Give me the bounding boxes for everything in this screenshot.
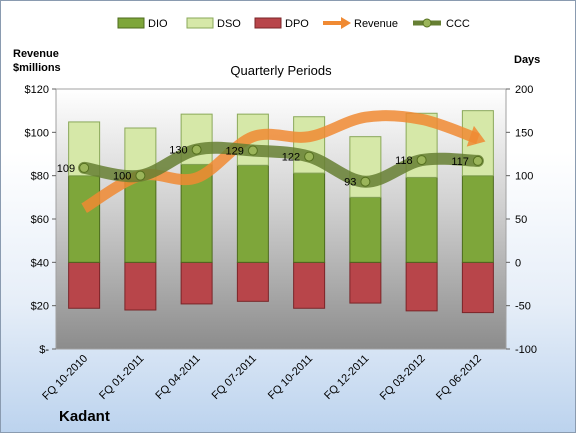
bar-dpo xyxy=(349,261,382,304)
legend-label-ccc: CCC xyxy=(446,18,470,30)
ccc-data-label: 100 xyxy=(113,171,131,183)
bar-dpo xyxy=(180,261,213,305)
ccc-layer xyxy=(78,141,484,188)
bar-dio xyxy=(124,179,157,263)
ccc-point xyxy=(416,155,427,166)
x-tick-label: FQ 04-2011 xyxy=(153,353,202,402)
legend-swatch-dio xyxy=(117,17,145,29)
company-name: Kadant xyxy=(59,408,110,425)
ccc-point xyxy=(472,155,483,166)
ccc-data-label: 93 xyxy=(344,177,356,189)
right-tick-label: 0 xyxy=(515,257,521,269)
revenue-arrowhead xyxy=(466,125,486,147)
left-tick-label: $80 xyxy=(31,171,49,183)
legend: DIO DSO DPO Revenue CCC xyxy=(117,17,470,30)
x-tick-label: FQ 10-2011 xyxy=(266,353,315,402)
legend-label-dso: DSO xyxy=(217,18,241,30)
legend-swatch-dpo xyxy=(254,17,282,29)
bar-dio xyxy=(349,196,382,263)
ccc-data-label: 122 xyxy=(282,152,300,164)
ccc-data-label: 117 xyxy=(451,156,469,168)
right-tick-label: 200 xyxy=(515,84,533,96)
bar-dpo xyxy=(293,261,326,309)
x-tick-label: FQ 06-2012 xyxy=(434,353,484,403)
bars-layer xyxy=(68,110,494,314)
legend-label-dio: DIO xyxy=(148,18,168,30)
ccc-labels-layer: 109 100 130 129 122 93 118 117 xyxy=(57,145,469,189)
ccc-point xyxy=(247,145,258,156)
ccc-point xyxy=(360,176,371,187)
right-tick-label: -50 xyxy=(515,301,531,313)
bar-dio xyxy=(236,164,269,263)
ccc-point xyxy=(135,170,146,181)
left-tick-label: $20 xyxy=(31,301,49,313)
left-axis-title-line2: $millions xyxy=(13,62,61,74)
ccc-point xyxy=(79,162,90,173)
ccc-point xyxy=(304,151,315,162)
ccc-line xyxy=(78,141,484,188)
ccc-data-label: 129 xyxy=(226,146,244,158)
x-tick-label: FQ 03-2012 xyxy=(378,353,428,403)
bar-dpo xyxy=(68,261,101,309)
left-tick-label: $- xyxy=(39,344,49,356)
left-axis-ticks: $120 $100 $80 $60 $40 $20 $- xyxy=(25,84,56,356)
x-tick-label: FQ 01-2011 xyxy=(97,353,146,402)
left-tick-label: $60 xyxy=(31,214,49,226)
chart-title: Quarterly Periods xyxy=(230,63,332,78)
bar-dio xyxy=(293,172,326,263)
right-tick-label: 150 xyxy=(515,127,533,139)
right-axis-ticks: 200 150 100 50 0 -50 -100 xyxy=(506,84,537,356)
left-tick-label: $120 xyxy=(25,84,49,96)
x-tick-label: FQ 07-2011 xyxy=(210,353,259,402)
bar-dpo xyxy=(236,261,269,302)
left-tick-label: $40 xyxy=(31,257,49,269)
right-tick-label: -100 xyxy=(515,344,537,356)
ccc-data-label: 109 xyxy=(57,163,75,175)
bar-dpo xyxy=(124,261,157,311)
legend-label-revenue: Revenue xyxy=(354,18,398,30)
ccc-data-label: 130 xyxy=(169,145,187,157)
right-axis-title: Days xyxy=(514,54,540,66)
right-tick-label: 100 xyxy=(515,171,533,183)
left-tick-label: $100 xyxy=(25,127,49,139)
right-tick-label: 50 xyxy=(515,214,527,226)
ccc-data-label: 118 xyxy=(395,155,413,167)
legend-swatch-revenue xyxy=(323,17,351,29)
bar-dio xyxy=(68,175,101,263)
ccc-point xyxy=(191,144,202,155)
x-axis-ticks: FQ 10-2010 FQ 01-2011 FQ 04-2011 FQ 07-2011… xyxy=(40,353,484,403)
bar-dio xyxy=(461,175,494,263)
bar-dpo xyxy=(405,261,438,312)
x-tick-label: FQ 12-2011 xyxy=(322,353,371,402)
x-tick-label: FQ 10-2010 xyxy=(40,353,90,403)
legend-swatch-dso xyxy=(186,17,214,29)
legend-swatch-ccc xyxy=(413,18,441,28)
bar-dio xyxy=(405,176,438,263)
bar-dpo xyxy=(461,261,494,314)
left-axis-title-line1: Revenue xyxy=(13,48,59,60)
legend-label-dpo: DPO xyxy=(285,18,309,30)
